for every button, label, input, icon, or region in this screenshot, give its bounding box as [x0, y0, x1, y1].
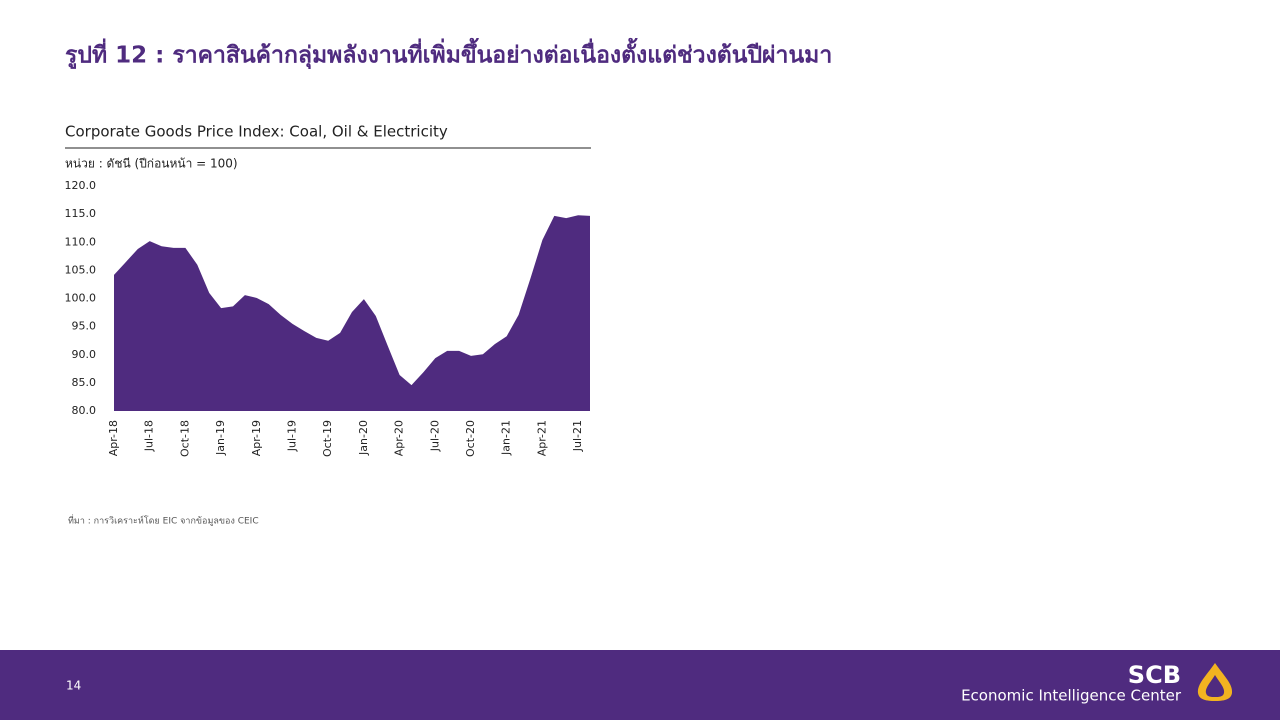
x-tick-label: Jan-20 [357, 420, 370, 456]
y-tick-label: 80.0 [72, 404, 97, 417]
x-tick-label: Apr-19 [250, 420, 263, 456]
y-tick-label: 120.0 [65, 179, 97, 192]
slide-heading: รูปที่ 12 : ราคาสินค้ากลุ่มพลังงานที่เพิ… [65, 38, 832, 70]
y-tick-label: 85.0 [72, 376, 97, 389]
x-tick-label: Jul-21 [571, 420, 584, 452]
x-tick-label: Apr-18 [107, 420, 120, 456]
footer-band [0, 650, 1280, 720]
y-tick-label: 100.0 [65, 292, 97, 305]
brand-subtitle: Economic Intelligence Center [961, 687, 1182, 705]
x-tick-label: Apr-20 [393, 420, 406, 456]
chart-title: Corporate Goods Price Index: Coal, Oil &… [65, 123, 448, 141]
y-tick-label: 115.0 [65, 207, 97, 220]
x-tick-label: Jan-19 [214, 420, 227, 456]
plot: 80.0 85.0 90.0 95.0 100.0 105.0 110.0 115.0 120.… [65, 179, 590, 457]
x-tick-label: Apr-21 [535, 420, 548, 456]
page-number: 14 [66, 679, 81, 693]
x-tick-label: Oct-19 [321, 420, 334, 457]
brand: SCB [1128, 661, 1181, 689]
x-tick-label: Oct-20 [464, 420, 477, 457]
y-tick-label: 110.0 [65, 235, 97, 248]
x-tick-label: Jul-20 [428, 420, 441, 452]
x-tick-label: Jan-21 [500, 420, 513, 456]
y-tick-label: 95.0 [72, 320, 97, 333]
chart-subtitle: หน่วย : ดัชนี (ปีก่อนหน้า = 100) [65, 157, 238, 171]
brand-logo [1197, 663, 1233, 701]
x-tick-label: Jul-18 [143, 420, 156, 452]
x-tick-label: Oct-18 [178, 420, 191, 457]
x-tick-label: Jul-19 [286, 420, 299, 452]
y-tick-label: 105.0 [65, 263, 97, 276]
y-tick-label: 90.0 [72, 348, 97, 361]
source-note: ที่มา : การวิเคราะห์โดย EIC จากข้อมูลของ… [68, 514, 259, 527]
area [114, 215, 590, 411]
